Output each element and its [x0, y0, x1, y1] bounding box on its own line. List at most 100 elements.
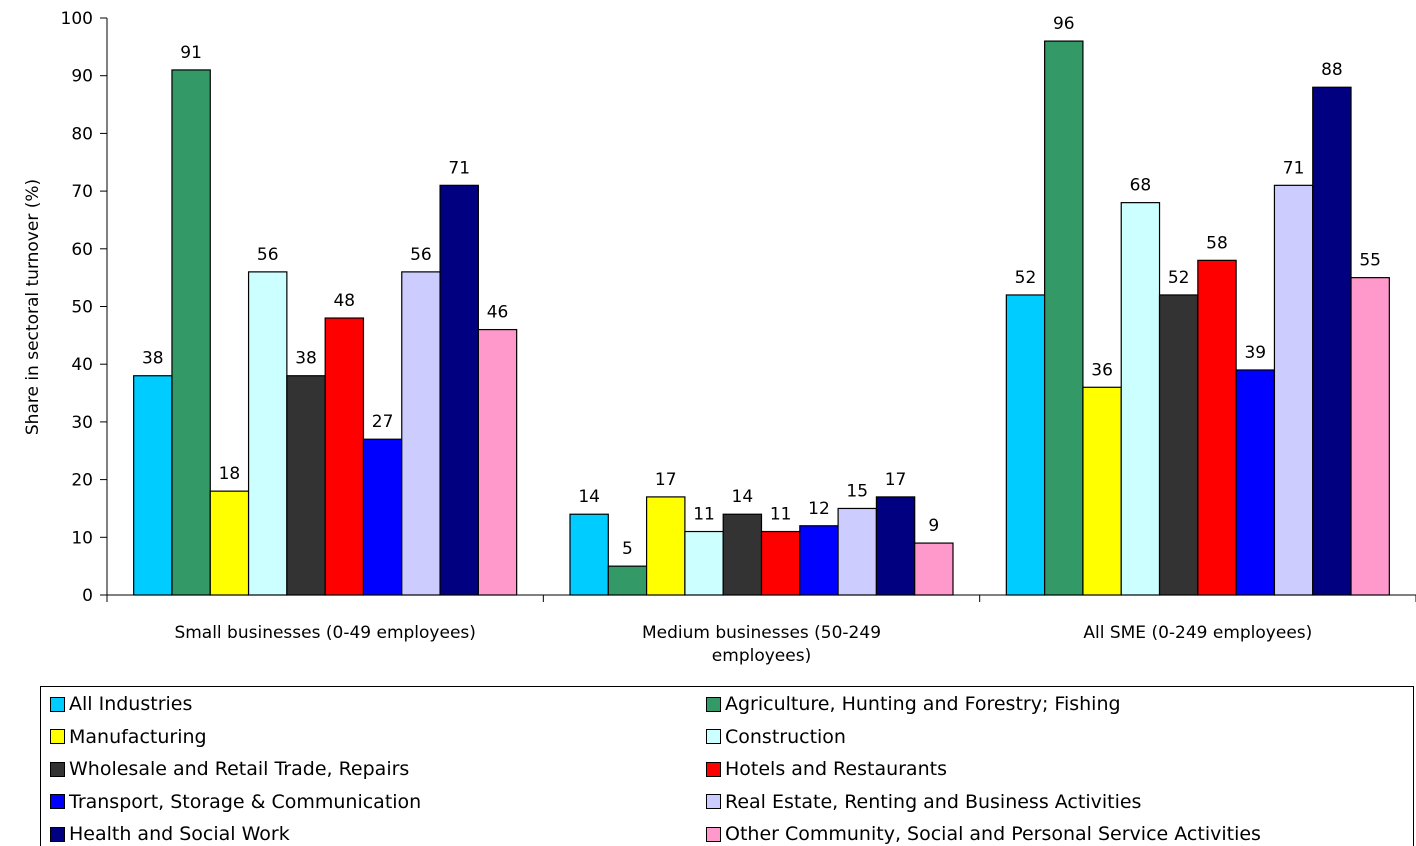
x-category-label: All SME (0-249 employees) — [1083, 623, 1312, 643]
bar — [286, 375, 326, 596]
legend-swatch — [50, 794, 65, 809]
legend-item: Hotels and Restaurants — [706, 757, 947, 781]
y-tick-label: 60 — [71, 240, 93, 260]
bar-value-label: 39 — [1244, 343, 1266, 363]
bar-value-label: 5 — [622, 539, 633, 559]
x-category-label: Medium businesses (50-249 — [642, 623, 881, 643]
legend-swatch — [50, 729, 65, 744]
legend-label: Transport, Storage & Communication — [69, 790, 422, 813]
y-tick-label: 50 — [71, 298, 93, 318]
bar-value-label: 96 — [1053, 14, 1075, 34]
bar — [1197, 259, 1237, 596]
bar — [1005, 294, 1046, 596]
legend-label: Health and Social Work — [69, 823, 290, 845]
legend-swatch — [706, 761, 721, 777]
bar — [799, 525, 839, 596]
bar — [875, 496, 916, 596]
y-tick-label: 40 — [71, 355, 93, 375]
y-tick-label: 0 — [82, 586, 93, 606]
bar — [684, 530, 724, 596]
bar-value-label: 38 — [142, 349, 164, 369]
y-tick-label: 70 — [71, 182, 93, 202]
bar-value-label: 48 — [333, 291, 355, 311]
y-tick-label: 80 — [71, 124, 93, 144]
y-tick-label: 20 — [71, 471, 93, 491]
legend-label: Manufacturing — [69, 725, 207, 748]
bar — [1158, 294, 1199, 596]
bar — [1350, 277, 1390, 596]
legend-item: Construction — [706, 725, 846, 749]
x-category-label: Small businesses (0-49 employees) — [174, 623, 475, 643]
legend-swatch — [706, 729, 721, 744]
bar — [1312, 86, 1352, 596]
bar — [1082, 386, 1122, 596]
bar-value-label: 91 — [180, 43, 202, 63]
legend-label: Hotels and Restaurants — [725, 758, 947, 780]
legend-item: Transport, Storage & Communication — [50, 790, 421, 814]
bar-value-label: 71 — [1283, 158, 1305, 178]
bar — [324, 317, 365, 596]
x-category-label: employees) — [712, 646, 811, 666]
y-tick-label: 90 — [71, 67, 93, 87]
bar-value-label: 55 — [1359, 251, 1381, 271]
legend-item: Wholesale and Retail Trade, Repairs — [50, 757, 409, 781]
bar — [645, 496, 686, 596]
bar-value-label: 46 — [487, 303, 509, 323]
legend-item: Other Community, Social and Personal Ser… — [706, 822, 1261, 846]
bar-value-label: 12 — [808, 499, 830, 519]
bar-value-label: 88 — [1321, 60, 1343, 80]
data-labels: 38 91 18 56 38 48 27 56 71 46 14 5 17 11 14 11 12 15 17 9 52… — [142, 14, 1381, 559]
bar-value-label: 15 — [846, 481, 868, 501]
bar — [247, 271, 288, 596]
bar-value-label: 14 — [578, 487, 600, 507]
bar-value-label: 56 — [257, 245, 279, 265]
bar-value-label: 11 — [693, 505, 715, 525]
bar — [1044, 40, 1084, 596]
legend-swatch — [706, 696, 721, 712]
y-tick-label: 30 — [71, 413, 93, 433]
bar-value-label: 14 — [732, 487, 754, 507]
x-axis: Small businesses (0-49 employees) Medium … — [106, 594, 1416, 666]
legend-swatch — [706, 794, 721, 809]
legend-swatch — [50, 826, 65, 842]
bar — [362, 438, 403, 596]
bar-value-label: 56 — [410, 245, 432, 265]
y-axis-title: Share in sectoral turnover (%) — [23, 179, 43, 435]
bar-value-label: 9 — [928, 516, 939, 536]
legend-swatch — [50, 761, 65, 777]
bar-value-label: 52 — [1015, 268, 1037, 288]
bar-value-label: 68 — [1130, 176, 1152, 196]
bar — [1273, 184, 1314, 596]
bar-value-label: 17 — [885, 470, 907, 490]
bar — [401, 271, 441, 596]
legend: All Industries Agriculture, Hunting and F… — [40, 686, 1414, 846]
legend-item: All Industries — [50, 692, 192, 716]
bar-chart: 0 10 20 30 40 50 60 70 80 90 100 Small businesses … — [23, 9, 1416, 666]
bar — [1235, 369, 1276, 596]
bars — [133, 40, 1390, 596]
bar — [760, 530, 801, 596]
legend-item: Agriculture, Hunting and Forestry; Fishi… — [706, 692, 1121, 716]
bar — [209, 490, 250, 596]
legend-label: Real Estate, Renting and Business Activi… — [725, 790, 1142, 813]
y-axis: 0 10 20 30 40 50 60 70 80 90 100 — [61, 9, 108, 606]
bar-value-label: 27 — [372, 412, 394, 432]
bar — [477, 328, 518, 596]
legend-item: Health and Social Work — [50, 822, 290, 846]
bar-value-label: 36 — [1091, 360, 1113, 380]
legend-label: Construction — [725, 725, 846, 748]
bar-value-label: 11 — [770, 505, 792, 525]
bar — [837, 507, 877, 596]
bar — [133, 375, 173, 596]
y-tick-label: 10 — [71, 528, 93, 548]
bar-value-label: 38 — [295, 349, 317, 369]
legend-swatch — [50, 696, 65, 712]
legend-label: Wholesale and Retail Trade, Repairs — [69, 758, 410, 780]
legend-item: Manufacturing — [50, 725, 207, 749]
bar — [607, 565, 648, 596]
y-tick-label: 100 — [61, 9, 93, 29]
legend-label: Agriculture, Hunting and Forestry; Fishi… — [725, 693, 1121, 715]
legend-item: Real Estate, Renting and Business Activi… — [706, 790, 1141, 814]
bar — [171, 69, 211, 596]
bar-value-label: 17 — [655, 470, 677, 490]
